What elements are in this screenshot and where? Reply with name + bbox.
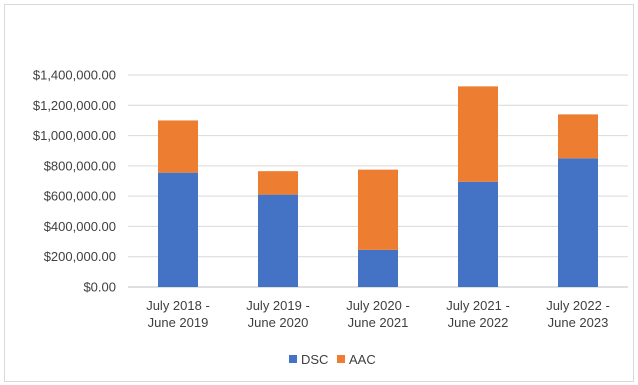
y-tick-label: $1,200,000.00: [33, 98, 116, 113]
y-tick-label: $1,400,000.00: [33, 68, 116, 83]
x-category-label: July 2020 -June 2021: [346, 298, 410, 330]
y-tick-label: $1,000,000.00: [33, 128, 116, 143]
x-category-label: July 2022 -June 2023: [546, 298, 610, 330]
y-tick-label: $0.00: [83, 280, 116, 295]
bars: [158, 86, 598, 287]
bar-aac: [358, 169, 398, 250]
legend-swatch-aac: [337, 355, 345, 363]
chart-frame: [4, 4, 634, 382]
gridlines: [128, 74, 628, 288]
bar-aac: [258, 171, 298, 195]
y-tick-label: $800,000.00: [44, 158, 116, 173]
legend-label-dsc: DSC: [301, 352, 328, 367]
bar-dsc: [558, 158, 598, 287]
x-category-label: July 2018 -June 2019: [146, 298, 210, 330]
bar-aac: [558, 114, 598, 159]
legend-label-aac: AAC: [349, 352, 376, 367]
y-tick-label: $200,000.00: [44, 249, 116, 264]
y-axis-tick-labels: $0.00 $200,000.00 $400,000.00 $600,000.00 $8…: [33, 68, 116, 295]
legend: DSC AAC: [289, 352, 376, 367]
x-axis-category-labels: July 2018 -June 2019 July 2019 -June 2020…: [146, 298, 610, 330]
bar-aac: [158, 120, 198, 173]
bar-dsc: [358, 249, 398, 287]
legend-swatch-dsc: [289, 355, 297, 363]
x-category-label: July 2021 -June 2022: [446, 298, 510, 330]
bar-dsc: [458, 181, 498, 287]
bar-dsc: [258, 194, 298, 287]
bar-aac: [458, 86, 498, 182]
y-tick-label: $400,000.00: [44, 219, 116, 234]
x-category-label: July 2019 -June 2020: [246, 298, 310, 330]
y-tick-label: $600,000.00: [44, 189, 116, 204]
bar-dsc: [158, 172, 198, 287]
